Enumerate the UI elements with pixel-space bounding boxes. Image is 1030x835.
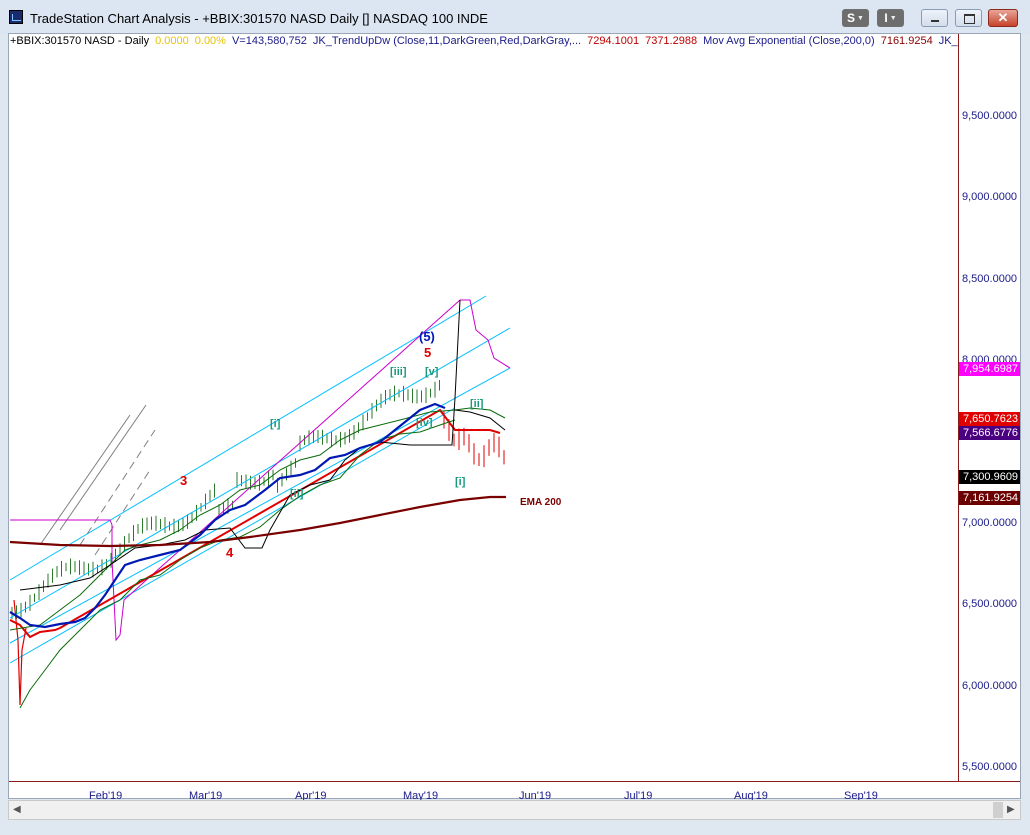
- volume-info: V=143,580,752: [231, 35, 307, 47]
- minimize-button[interactable]: [921, 9, 948, 27]
- x-tick-apr: Apr'19: [295, 790, 327, 802]
- symbol-link-button[interactable]: S ▼: [842, 9, 869, 27]
- close-icon: ✕: [997, 10, 1009, 25]
- chevron-down-icon: ▼: [857, 14, 864, 22]
- interval-link-label: I: [884, 11, 888, 25]
- price-flag-magenta: 7,954.6987: [959, 362, 1020, 376]
- ema-value: 7161.9254: [880, 35, 933, 47]
- y-tick-7000: 7,000.0000: [962, 517, 1018, 529]
- price-flag-ema: 7,161.9254: [959, 491, 1020, 505]
- time-axis-divider: [9, 781, 1020, 782]
- ema-indicator-info: Mov Avg Exponential (Close,200,0): [703, 35, 875, 47]
- x-tick-jul: Jul'19: [624, 790, 653, 802]
- price-change: 0.0000: [155, 35, 189, 47]
- trend-value-1: 7294.1001: [587, 35, 640, 47]
- scroll-thumb[interactable]: [993, 802, 1003, 818]
- scroll-right-icon[interactable]: ▶: [1007, 804, 1015, 815]
- price-flag-purple: 7,566.6776: [959, 426, 1020, 440]
- tradestation-app-icon: [9, 10, 23, 24]
- x-tick-mar: Mar'19: [189, 790, 223, 802]
- y-tick-8500: 8,500.0000: [962, 273, 1018, 285]
- scroll-left-icon[interactable]: ◀: [13, 804, 21, 815]
- y-tick-9000: 9,000.0000: [962, 191, 1018, 203]
- window-title: TradeStation Chart Analysis - +BBIX:3015…: [30, 11, 488, 26]
- percent-change: 0.00%: [194, 35, 226, 47]
- trend-value-2: 7371.2988: [645, 35, 698, 47]
- price-axis-divider: [958, 34, 959, 782]
- title-bar: TradeStation Chart Analysis - +BBIX:3015…: [0, 0, 1030, 34]
- x-tick-may: May'19: [403, 790, 439, 802]
- trend-indicator-info: JK_TrendUpDw (Close,11,DarkGreen,Red,Dar…: [312, 35, 582, 47]
- symbol-link-label: S: [847, 11, 856, 25]
- horizontal-scrollbar[interactable]: ◀ ▶: [8, 800, 1021, 820]
- chart-area[interactable]: [8, 33, 1021, 799]
- price-flag-red: 7,650.7623: [959, 412, 1020, 426]
- symbol-info: +BBIX:301570 NASD - Daily: [10, 35, 150, 47]
- price-flag-last: 7,300.9609: [959, 470, 1020, 484]
- close-button[interactable]: ✕: [988, 9, 1018, 27]
- y-tick-6500: 6,500.0000: [962, 598, 1018, 610]
- interval-link-button[interactable]: I ▼: [877, 9, 904, 27]
- maximize-button[interactable]: [955, 9, 982, 27]
- x-tick-sep: Sep'19: [844, 790, 878, 802]
- x-tick-aug: Aug'19: [734, 790, 768, 802]
- x-tick-feb: Feb'19: [89, 790, 123, 802]
- y-tick-6000: 6,000.0000: [962, 680, 1018, 692]
- more-indicator-info: JK_F...: [938, 35, 958, 47]
- y-tick-9500: 9,500.0000: [962, 110, 1018, 122]
- y-tick-5500: 5,500.0000: [962, 761, 1018, 773]
- indicator-status-line: +BBIX:301570 NASD - Daily 0.0000 0.00% V=14…: [10, 35, 958, 49]
- chevron-down-icon: ▼: [889, 14, 897, 22]
- x-tick-jun: Jun'19: [519, 790, 552, 802]
